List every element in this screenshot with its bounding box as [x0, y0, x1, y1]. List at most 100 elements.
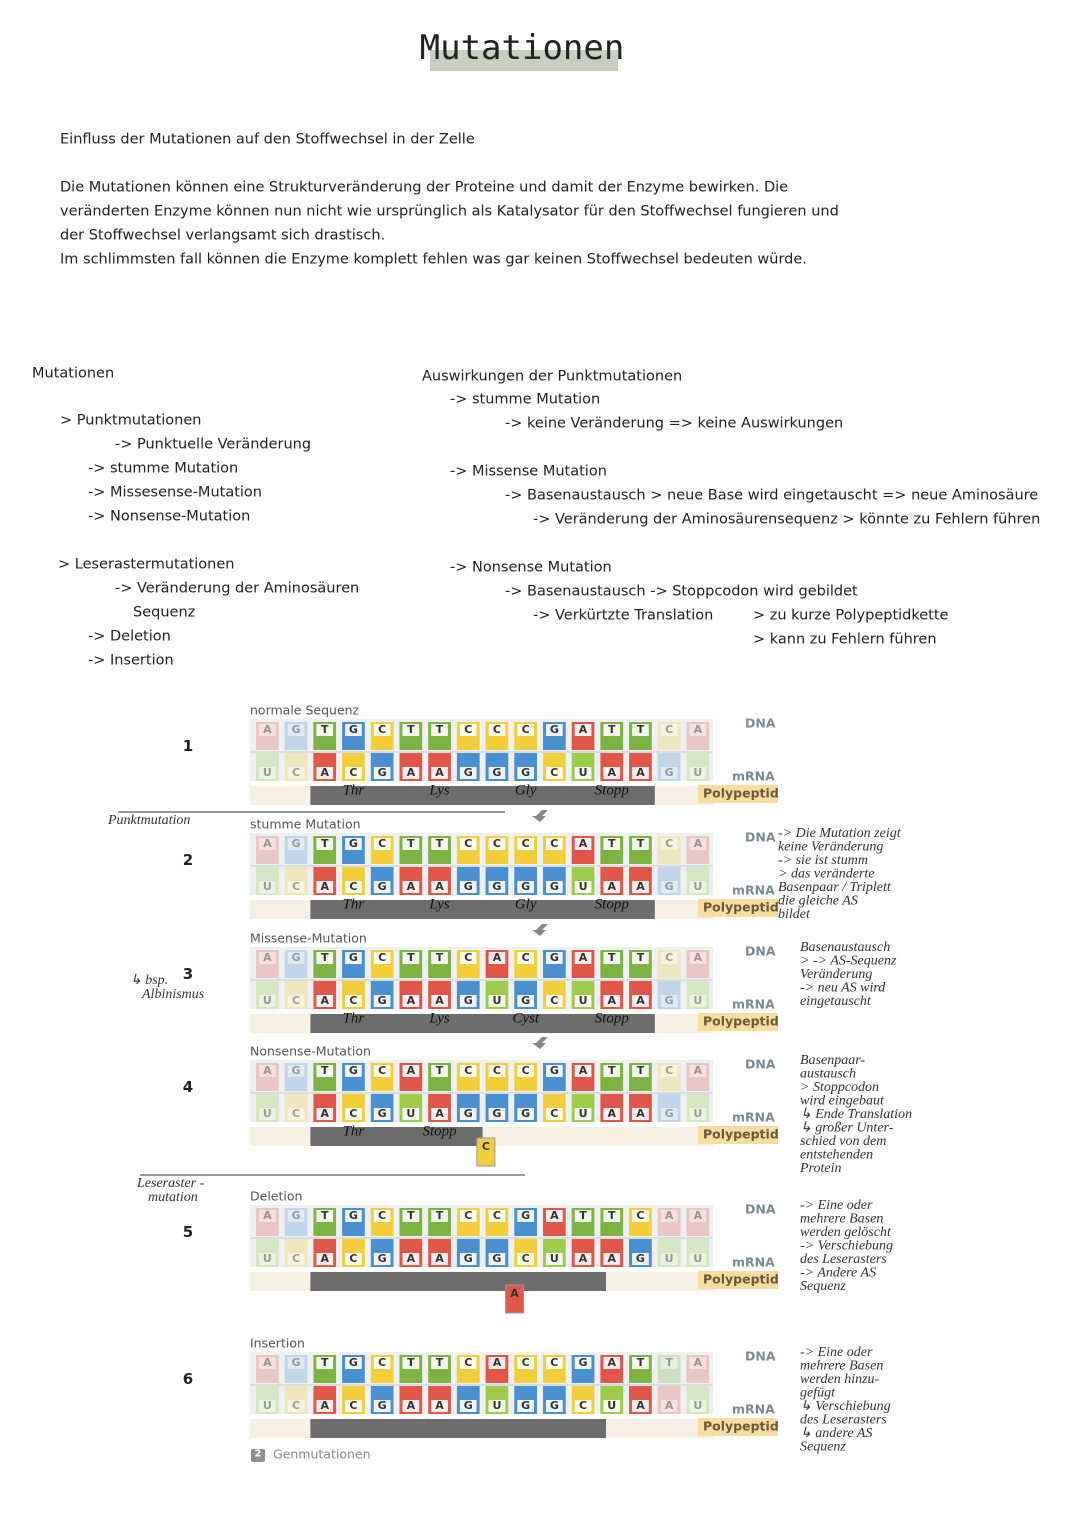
base-tag — [660, 1210, 678, 1222]
base-letter: U — [693, 994, 702, 1007]
intro-line: Die Mutationen können eine Strukturverän… — [60, 180, 788, 196]
base-letter: T — [436, 1209, 444, 1222]
base-tag — [345, 767, 362, 779]
base-letter: T — [407, 1209, 415, 1222]
handwritten-note: Veränderung — [800, 967, 872, 982]
base-tag — [488, 1108, 506, 1120]
base-tag — [632, 838, 649, 850]
polypeptide-label: Polypeptid — [703, 1014, 779, 1029]
base-letter: A — [579, 1064, 588, 1077]
base-letter: A — [435, 1107, 444, 1120]
handwritten-note: mehrere Basen — [800, 1358, 883, 1373]
base-letter: A — [694, 723, 703, 736]
note-line: -> Nonsense Mutation — [450, 560, 612, 576]
base-tag — [287, 1065, 305, 1077]
handwritten-note: werden gelöscht — [800, 1225, 892, 1240]
base-letter: G — [292, 1209, 301, 1222]
base-tag — [259, 838, 276, 850]
base-letter: G — [550, 951, 559, 964]
base-letter: A — [320, 1107, 329, 1120]
handwritten-note: Basenaustausch — [800, 940, 890, 955]
base-letter: A — [407, 1252, 416, 1265]
base-letter: T — [321, 1064, 329, 1077]
handwritten-note: > das veränderte — [778, 866, 875, 881]
base-tag — [373, 1108, 391, 1120]
base-tag — [459, 995, 477, 1007]
intro-line: Im schlimmsten fall können die Enzyme ko… — [60, 252, 807, 268]
base-letter: A — [435, 766, 444, 779]
base-letter: U — [693, 1252, 702, 1265]
base-tag — [459, 1253, 477, 1265]
base-tag — [259, 1210, 276, 1222]
base-letter: A — [407, 880, 416, 893]
base-tag — [259, 1253, 276, 1265]
base-tag — [316, 1108, 334, 1120]
handwritten-note: bildet — [778, 907, 811, 922]
row-number: 5 — [183, 1223, 193, 1241]
polypeptide-label: Polypeptid — [703, 1127, 779, 1142]
base-letter: G — [292, 1064, 301, 1077]
polypeptide-label-bg — [698, 785, 778, 803]
base-letter: C — [378, 837, 386, 850]
base-letter: A — [320, 994, 329, 1007]
base-tag — [345, 1253, 362, 1265]
base-letter: C — [292, 880, 300, 893]
base-tag — [431, 724, 448, 736]
base-tag — [287, 995, 305, 1007]
base-letter: G — [492, 880, 501, 893]
base-tag — [316, 1210, 334, 1222]
base-letter: C — [349, 880, 357, 893]
note-line: > Leserastermutationen — [58, 557, 234, 573]
base-letter: U — [579, 766, 588, 779]
note-line: -> Missense Mutation — [450, 464, 607, 480]
caption-text: Genmutationen — [273, 1447, 371, 1462]
inserted-letter: C — [482, 1140, 490, 1153]
base-tag — [632, 767, 649, 779]
polypeptide-label: Polypeptid — [703, 1272, 779, 1287]
base-letter: A — [263, 951, 272, 964]
base-letter: A — [263, 723, 272, 736]
base-letter: A — [694, 1064, 703, 1077]
base-letter: G — [521, 880, 530, 893]
base-letter: A — [320, 880, 329, 893]
base-letter: U — [492, 994, 501, 1007]
intro-heading: Einfluss der Mutationen auf den Stoffwec… — [60, 132, 475, 148]
base-letter: T — [321, 951, 329, 964]
base-tag — [287, 1253, 305, 1265]
mrna-label: mRNA — [732, 1110, 775, 1125]
handwritten-note: mehrere Basen — [800, 1211, 883, 1226]
base-tag — [603, 724, 621, 736]
base-letter: C — [636, 1209, 644, 1222]
caption-badge — [251, 1449, 265, 1462]
handwritten-note: des Leserasters — [800, 1412, 887, 1427]
base-tag — [660, 1065, 678, 1077]
base-tag — [373, 1400, 391, 1412]
base-letter: A — [263, 837, 272, 850]
base-letter: C — [378, 1356, 386, 1369]
base-letter: G — [349, 1064, 358, 1077]
polypeptide-label-bg — [698, 1418, 778, 1436]
base-tag — [287, 1400, 305, 1412]
base-tag — [660, 1108, 678, 1120]
base-letter: C — [378, 1064, 386, 1077]
base-letter: G — [464, 1399, 473, 1412]
polypeptide-bar — [310, 900, 655, 919]
base-tag — [345, 1108, 362, 1120]
base-letter: C — [550, 994, 558, 1007]
dna-label: DNA — [745, 716, 776, 731]
base-letter: C — [464, 1356, 472, 1369]
base-tag — [345, 995, 362, 1007]
base-tag — [660, 995, 678, 1007]
base-letter: G — [349, 837, 358, 850]
polypeptide-label-bg — [698, 1271, 778, 1289]
base-letter: U — [607, 1399, 616, 1412]
inserted-letter: A — [510, 1287, 519, 1300]
polypeptide-label-bg — [698, 899, 778, 917]
base-letter: G — [292, 723, 301, 736]
base-tag — [459, 724, 477, 736]
base-tag — [431, 1065, 448, 1077]
mrna-label: mRNA — [732, 769, 775, 784]
base-letter: G — [665, 1107, 674, 1120]
base-tag — [603, 767, 621, 779]
base-letter: A — [607, 880, 616, 893]
